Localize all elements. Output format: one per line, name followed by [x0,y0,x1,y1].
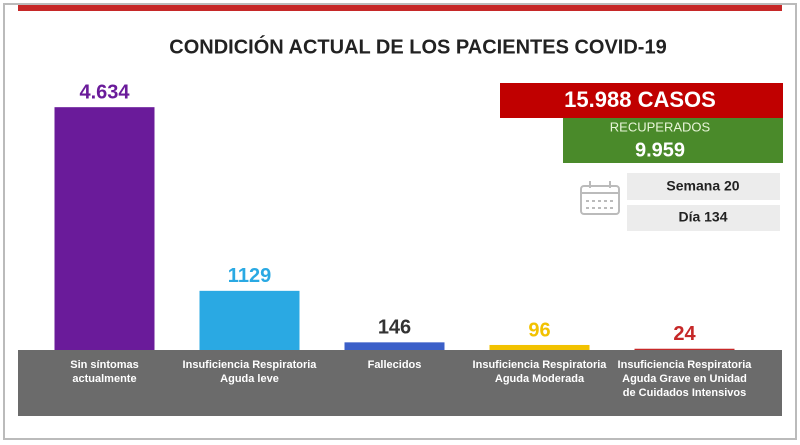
week-text: Semana 20 [666,178,739,194]
bar [489,344,590,350]
day-text: Día 134 [678,209,727,225]
value-label: 146 [378,317,411,339]
value-label: 96 [528,319,550,341]
day-box [627,205,780,231]
recovered-label: RECUPERADOS [610,119,711,134]
recovered-box [563,118,783,163]
category-label: Insuficiencia Respiratoria Aguda Moderad… [472,359,607,385]
category-label: Insuficiencia Respiratoria Aguda Grave e… [617,359,752,399]
category-label: Fallecidos [367,359,422,371]
value-label: 24 [673,323,696,345]
calendar-icon [580,181,620,215]
value-label: 1129 [228,265,271,287]
week-box [627,173,780,200]
bar [54,107,155,350]
bar [199,290,300,350]
chart-title: CONDICIÓN ACTUAL DE LOS PACIENTES COVID-… [169,34,666,58]
bar [634,348,735,350]
bar [344,342,445,350]
category-label: Insuficiencia Respiratoria Aguda leve [182,359,317,385]
total-text: 15.988 CASOS [564,87,716,112]
top-stripe [18,5,782,11]
category-label: Sin síntomas actualmente [70,359,139,385]
total-box [500,83,783,118]
value-label: 4.634 [79,81,130,103]
recovered-value: 9.959 [635,139,685,161]
category-band [18,350,782,416]
